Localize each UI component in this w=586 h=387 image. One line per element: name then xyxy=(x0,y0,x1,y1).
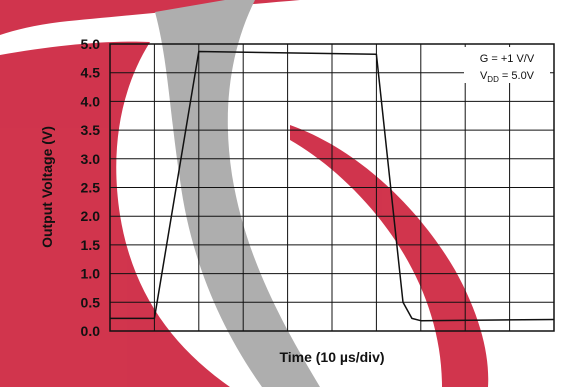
series-line xyxy=(110,50,555,322)
annotation-supply-voltage: VDD = 5.0V xyxy=(480,70,535,84)
y-tick-label: 5.0 xyxy=(81,36,101,52)
x-axis-title: Time (10 µs/div) xyxy=(279,349,384,365)
watermark-red-left-arc xyxy=(0,41,230,387)
y-tick-label: 3.0 xyxy=(81,151,101,167)
y-tick-label: 3.5 xyxy=(81,122,101,138)
y-tick-label: 4.5 xyxy=(81,65,101,81)
y-tick-label: 2.0 xyxy=(81,208,101,224)
plot-frame xyxy=(109,43,555,332)
y-tick-label: 1.0 xyxy=(81,266,101,282)
watermark-logo xyxy=(0,0,489,387)
y-tick-label: 4.0 xyxy=(81,93,101,109)
y-axis-tick-labels: 0.0 0.5 1.0 1.5 2.0 2.5 3.0 3.5 4.0 4.5 5.0 xyxy=(81,36,101,339)
annotation-box: G = +1 V/V VDD = 5.0V xyxy=(464,47,550,84)
watermark-red-right-arc xyxy=(290,125,489,387)
y-tick-label: 0.5 xyxy=(81,294,101,310)
plot-area xyxy=(109,43,555,332)
y-axis-title: Output Voltage (V) xyxy=(39,126,55,248)
watermark-red-top-arc xyxy=(0,0,300,35)
annotation-gain: G = +1 V/V xyxy=(480,53,535,65)
y-tick-label: 2.5 xyxy=(81,180,101,196)
annotation-box-background xyxy=(464,47,550,83)
y-tick-label: 1.5 xyxy=(81,237,101,253)
watermark-gray-band xyxy=(155,0,320,387)
y-tick-label: 0.0 xyxy=(81,323,101,339)
